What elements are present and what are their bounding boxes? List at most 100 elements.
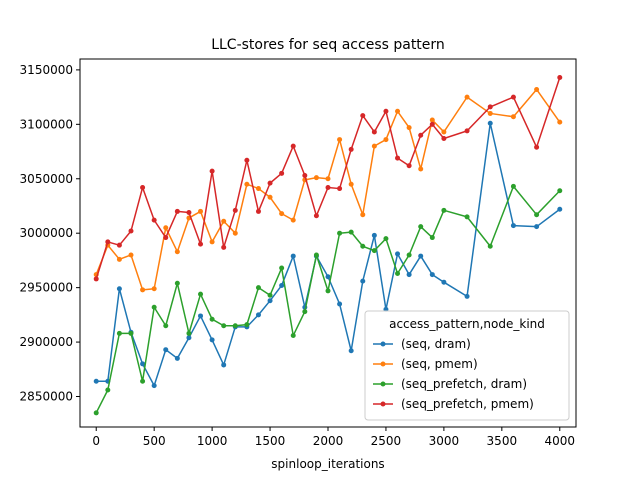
data-point	[510, 183, 516, 189]
data-point	[441, 207, 447, 213]
data-point	[186, 330, 192, 336]
data-point	[151, 286, 157, 292]
data-point	[140, 378, 146, 384]
x-axis-label: spinloop_iterations	[271, 457, 384, 471]
data-point	[360, 278, 366, 284]
data-point	[290, 143, 296, 149]
data-point	[557, 206, 563, 212]
data-point	[487, 110, 493, 116]
legend-marker	[380, 401, 386, 407]
data-point	[337, 230, 343, 236]
data-point	[116, 256, 122, 262]
data-point	[487, 104, 493, 110]
data-point	[337, 301, 343, 307]
data-point	[116, 286, 122, 292]
data-point	[198, 313, 204, 319]
data-point	[174, 249, 180, 255]
data-point	[255, 208, 261, 214]
data-point	[557, 188, 563, 194]
data-point	[371, 248, 377, 254]
data-point	[151, 304, 157, 310]
data-point	[105, 239, 111, 245]
data-point	[140, 287, 146, 293]
data-point	[290, 217, 296, 223]
data-point	[534, 86, 540, 92]
data-point	[151, 217, 157, 223]
data-point	[255, 285, 261, 291]
data-point	[221, 323, 227, 329]
data-point	[163, 235, 169, 241]
data-point	[406, 125, 412, 131]
data-point	[302, 172, 308, 178]
data-point	[232, 207, 238, 213]
legend-title: access_pattern,node_kind	[389, 317, 545, 331]
data-point	[348, 146, 354, 152]
data-point	[209, 337, 215, 343]
data-point	[510, 114, 516, 120]
data-point	[244, 181, 250, 187]
data-point	[140, 184, 146, 190]
data-point	[198, 208, 204, 214]
data-point	[487, 120, 493, 126]
legend-marker	[380, 381, 386, 387]
data-point	[534, 144, 540, 150]
data-point	[395, 270, 401, 276]
data-point	[429, 117, 435, 123]
data-point	[464, 128, 470, 134]
data-point	[395, 251, 401, 257]
x-tick-label: 1500	[255, 434, 286, 448]
data-point	[371, 129, 377, 135]
data-point	[163, 347, 169, 353]
y-tick-label: 2850000	[20, 390, 73, 404]
data-point	[163, 225, 169, 231]
data-point	[116, 242, 122, 248]
data-point	[198, 291, 204, 297]
data-point	[418, 132, 424, 138]
data-point	[557, 75, 563, 81]
data-point	[395, 155, 401, 161]
data-point	[406, 163, 412, 169]
data-point	[267, 292, 273, 298]
data-point	[244, 322, 250, 328]
data-point	[279, 170, 285, 176]
data-point	[105, 387, 111, 393]
data-point	[383, 108, 389, 114]
data-point	[290, 253, 296, 259]
data-point	[174, 208, 180, 214]
data-point	[198, 241, 204, 247]
y-tick-label: 3050000	[20, 172, 73, 186]
data-point	[510, 94, 516, 100]
legend-item: (seq, dram)	[373, 337, 471, 351]
data-point	[487, 243, 493, 249]
legend-box	[364, 310, 570, 421]
data-point	[429, 272, 435, 278]
data-point	[267, 298, 273, 304]
data-point	[267, 194, 273, 200]
data-point	[163, 323, 169, 329]
data-point	[395, 108, 401, 114]
data-point	[325, 288, 331, 294]
x-tick-label: 2000	[313, 434, 344, 448]
data-point	[116, 330, 122, 336]
data-point	[418, 166, 424, 172]
data-point	[534, 224, 540, 230]
data-point	[128, 228, 134, 234]
data-point	[337, 137, 343, 143]
x-axis: 0 500 1000 1500 2000 2500 3000 3500 4000	[92, 427, 575, 448]
data-point	[93, 410, 99, 416]
data-point	[186, 335, 192, 341]
data-point	[302, 309, 308, 315]
data-point	[429, 121, 435, 127]
data-point	[337, 186, 343, 192]
series-line	[93, 183, 563, 416]
data-point	[209, 239, 215, 245]
legend-item: (seq_prefetch, pmem)	[373, 397, 534, 411]
data-point	[279, 211, 285, 217]
data-point	[151, 383, 157, 389]
data-point	[128, 330, 134, 336]
data-point	[255, 312, 261, 318]
data-point	[186, 210, 192, 216]
x-tick-label: 500	[143, 434, 166, 448]
legend-label: (seq_prefetch, pmem)	[401, 397, 534, 411]
